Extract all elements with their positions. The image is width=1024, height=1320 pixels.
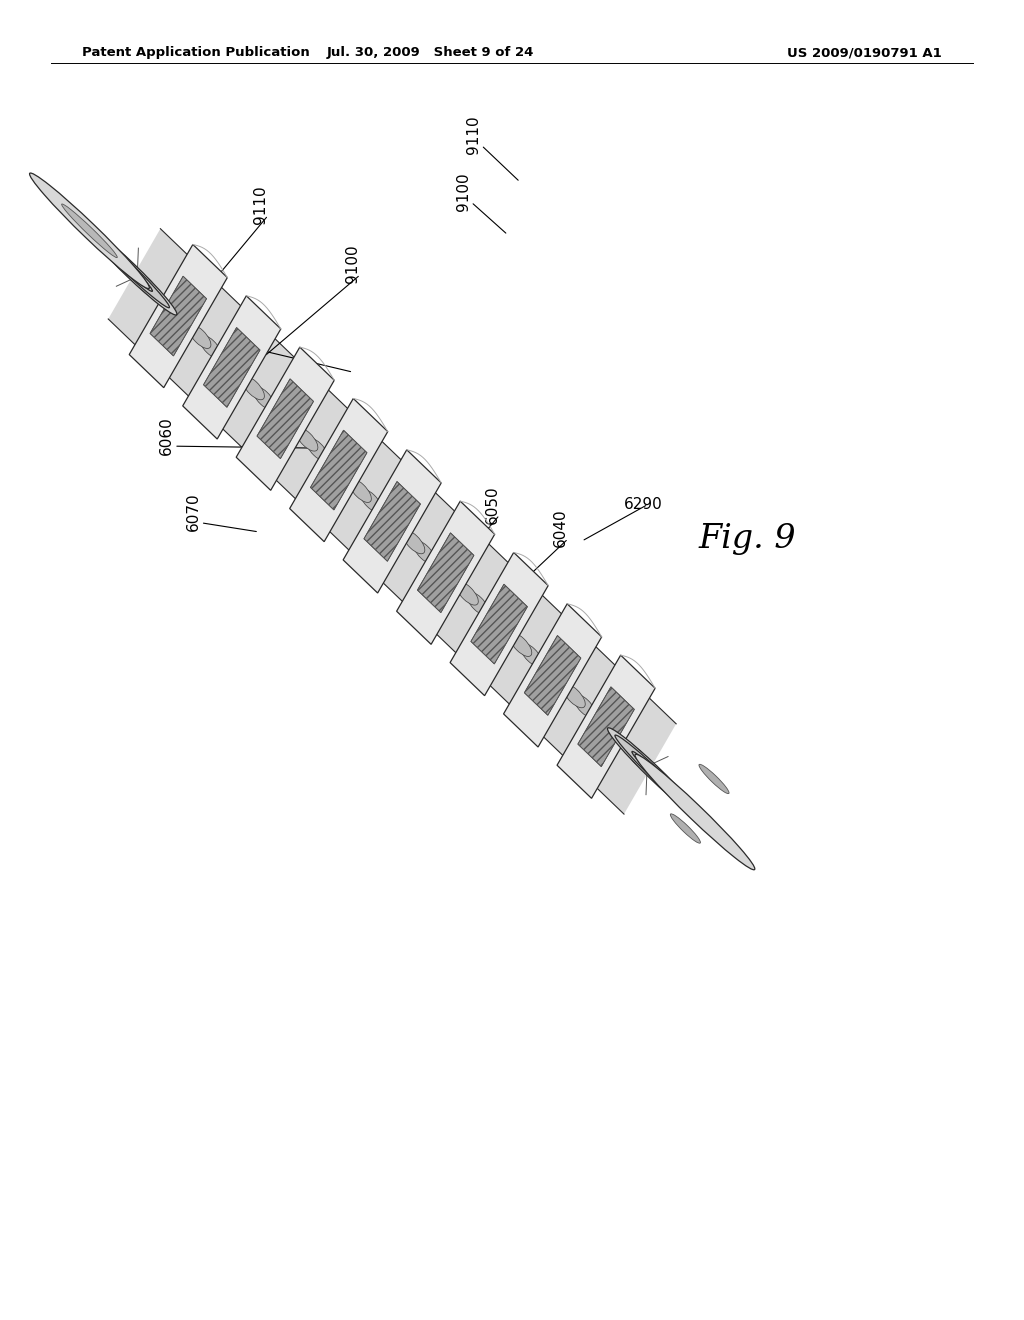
Ellipse shape	[296, 428, 317, 451]
Text: 6190: 6190	[249, 321, 264, 360]
Polygon shape	[557, 655, 655, 799]
Ellipse shape	[456, 582, 478, 605]
Text: 9100: 9100	[345, 244, 360, 284]
Text: 9110: 9110	[466, 115, 481, 154]
Ellipse shape	[699, 764, 729, 793]
Polygon shape	[129, 244, 227, 388]
Ellipse shape	[563, 684, 586, 708]
Polygon shape	[451, 553, 548, 696]
Polygon shape	[504, 603, 602, 747]
Ellipse shape	[65, 207, 169, 308]
Text: 6060: 6060	[159, 416, 174, 455]
Ellipse shape	[349, 479, 372, 503]
Ellipse shape	[615, 735, 720, 836]
Text: 6050: 6050	[484, 484, 500, 524]
Polygon shape	[418, 533, 474, 612]
Ellipse shape	[627, 746, 649, 770]
Polygon shape	[364, 482, 421, 561]
Polygon shape	[182, 296, 281, 440]
Polygon shape	[151, 276, 207, 356]
Ellipse shape	[85, 226, 177, 315]
Text: Fig. 9: Fig. 9	[698, 523, 796, 554]
Polygon shape	[343, 450, 441, 593]
Text: 6070: 6070	[185, 492, 201, 532]
Ellipse shape	[402, 531, 425, 554]
Text: 6040: 6040	[553, 508, 568, 548]
Ellipse shape	[188, 325, 211, 348]
Ellipse shape	[520, 643, 543, 667]
Ellipse shape	[509, 632, 531, 656]
Ellipse shape	[573, 694, 596, 718]
Ellipse shape	[199, 335, 221, 359]
Polygon shape	[524, 635, 581, 715]
Ellipse shape	[607, 727, 699, 817]
Ellipse shape	[467, 591, 488, 615]
Ellipse shape	[135, 273, 158, 297]
Ellipse shape	[61, 205, 118, 257]
Ellipse shape	[632, 751, 730, 846]
Ellipse shape	[306, 438, 329, 461]
Ellipse shape	[671, 814, 700, 843]
Ellipse shape	[54, 197, 153, 292]
Ellipse shape	[413, 540, 435, 564]
Polygon shape	[290, 399, 388, 541]
Ellipse shape	[359, 488, 382, 512]
Polygon shape	[257, 379, 313, 458]
Polygon shape	[578, 686, 634, 767]
Text: 6290: 6290	[624, 496, 663, 512]
Polygon shape	[471, 585, 527, 664]
Polygon shape	[310, 430, 367, 510]
Polygon shape	[204, 327, 260, 408]
Polygon shape	[396, 502, 495, 644]
Ellipse shape	[635, 754, 755, 870]
Text: Patent Application Publication: Patent Application Publication	[82, 46, 309, 59]
Ellipse shape	[30, 173, 150, 289]
Ellipse shape	[242, 376, 264, 400]
Text: US 2009/0190791 A1: US 2009/0190791 A1	[787, 46, 942, 59]
Text: 9100: 9100	[456, 172, 471, 211]
Polygon shape	[237, 347, 334, 490]
Text: Jul. 30, 2009   Sheet 9 of 24: Jul. 30, 2009 Sheet 9 of 24	[327, 46, 534, 59]
Polygon shape	[109, 228, 676, 814]
Text: 9110: 9110	[253, 185, 268, 224]
Ellipse shape	[253, 387, 275, 411]
